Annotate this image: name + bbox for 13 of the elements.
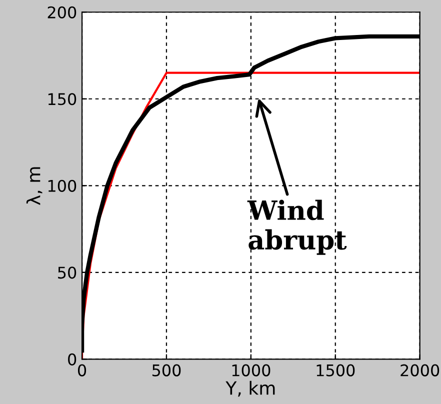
y-tick-label: 100: [48, 180, 76, 192]
y-tick-label: 50: [58, 266, 76, 279]
x-tick-label: 1500: [316, 364, 355, 376]
y-tick-label: 0: [68, 353, 76, 366]
y-tick-label: 200: [48, 6, 76, 18]
x-tick-label: 1000: [232, 364, 270, 376]
y-axis-title: λ, m: [26, 167, 42, 205]
x-tick-label: 0: [78, 364, 86, 376]
x-tick-label: 2000: [400, 364, 440, 376]
x-axis-title: Y, km: [226, 380, 275, 397]
y-tick-label: 150: [48, 93, 76, 106]
annotation: Wind abrupt: [247, 200, 347, 255]
x-tick-label: 500: [152, 364, 181, 376]
